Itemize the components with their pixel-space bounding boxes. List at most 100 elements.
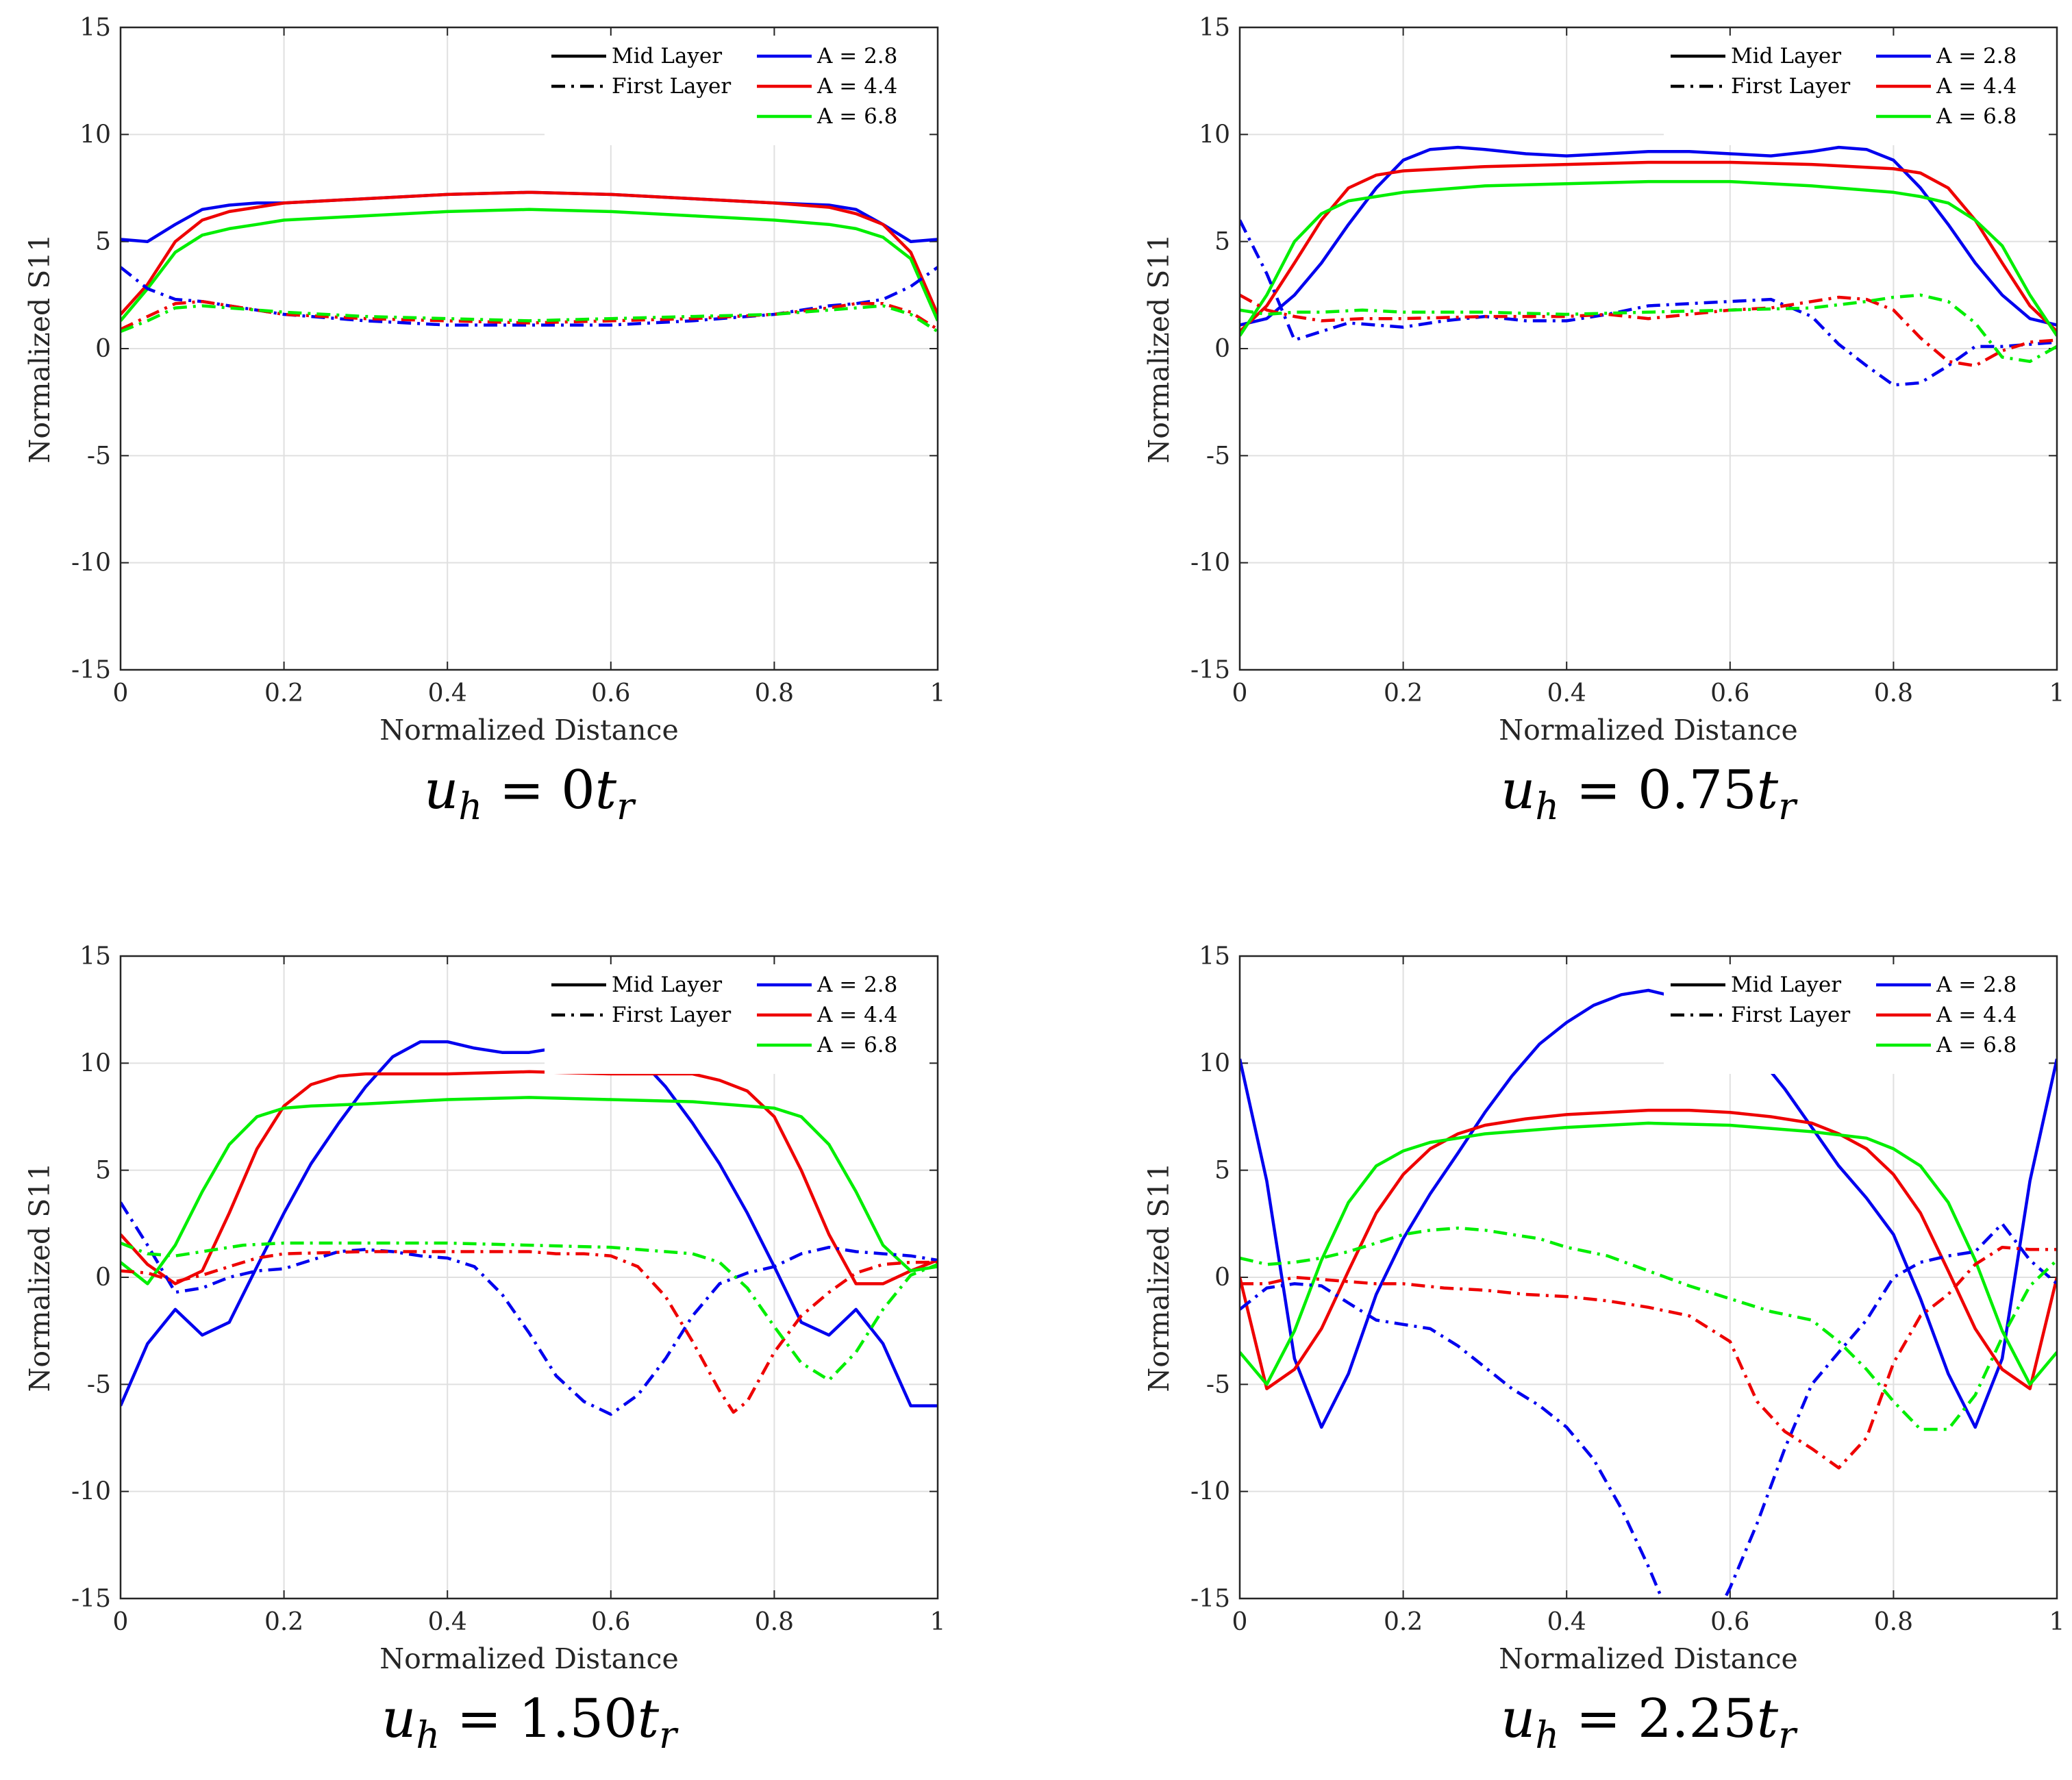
y-axis-label: Normalized S11 — [23, 234, 56, 463]
x-axis-label: Normalized Distance — [1499, 714, 1797, 747]
y-tick-label: 10 — [79, 1049, 111, 1077]
x-axis-label: Normalized Distance — [1499, 1642, 1797, 1675]
legend-label: First Layer — [1731, 74, 1850, 99]
y-tick-label: -10 — [1190, 1478, 1230, 1506]
legend-label: First Layer — [1731, 1003, 1850, 1027]
caption-eq: = 1.50 — [440, 1688, 638, 1750]
x-tick-label: 1 — [2049, 679, 2065, 707]
y-tick-label: -5 — [1206, 442, 1230, 470]
x-axis-label: Normalized Distance — [379, 1642, 678, 1675]
x-tick-label: 0 — [113, 1608, 129, 1636]
legend-label: A = 6.8 — [1936, 104, 2017, 129]
caption-t: t — [1757, 760, 1779, 821]
x-tick-label: 0.4 — [1547, 679, 1586, 707]
y-tick-label: 5 — [95, 1157, 111, 1185]
y-tick-label: 10 — [79, 121, 111, 149]
x-tick-label: 0.8 — [755, 1608, 794, 1636]
y-tick-label: 0 — [1214, 335, 1230, 363]
x-tick-label: 0 — [1232, 679, 1248, 707]
x-tick-label: 0.4 — [428, 1608, 467, 1636]
caption-sub: h — [1535, 1714, 1559, 1757]
x-tick-label: 0.2 — [264, 1608, 303, 1636]
caption-sub: h — [1535, 785, 1559, 828]
caption-t: t — [1757, 1688, 1779, 1750]
caption-sub: h — [416, 1714, 440, 1757]
y-tick-label: -10 — [71, 549, 111, 577]
x-tick-label: 0.2 — [264, 679, 303, 707]
y-tick-label: -15 — [1190, 1585, 1230, 1613]
caption-sub: h — [458, 785, 482, 828]
x-tick-label: 0.8 — [755, 679, 794, 707]
y-axis-label: Normalized S11 — [23, 1162, 56, 1392]
y-tick-label: 10 — [1199, 1049, 1230, 1077]
legend-label: A = 6.8 — [816, 1033, 897, 1057]
caption-var: u — [382, 1688, 416, 1750]
y-tick-label: -5 — [87, 442, 111, 470]
y-tick-label: -5 — [1206, 1370, 1230, 1399]
y-tick-label: 15 — [1199, 942, 1230, 970]
x-tick-label: 0.8 — [1874, 679, 1913, 707]
x-tick-label: 0.4 — [1547, 1608, 1586, 1636]
legend-label: A = 4.4 — [816, 1003, 897, 1027]
y-tick-label: 5 — [1214, 1157, 1230, 1185]
legend-label: A = 2.8 — [1936, 973, 2017, 997]
caption-tsub: r — [1778, 1714, 1798, 1757]
y-tick-label: -10 — [1190, 549, 1230, 577]
legend-label: First Layer — [612, 74, 731, 99]
legend: Mid Layer First Layer A = 2.8 A = 4.4 A = 6.… — [1664, 36, 2049, 145]
x-tick-label: 0.6 — [1710, 679, 1749, 707]
x-tick-label: 0 — [113, 679, 129, 707]
y-tick-label: 5 — [1214, 228, 1230, 256]
x-tick-label: 0.4 — [428, 679, 467, 707]
y-tick-label: 0 — [1214, 1264, 1230, 1292]
legend-label: A = 4.4 — [816, 74, 897, 99]
legend-label: Mid Layer — [612, 973, 722, 997]
caption-tsub: r — [659, 1714, 679, 1757]
y-tick-label: 10 — [1199, 121, 1230, 149]
legend-label: Mid Layer — [1731, 973, 1841, 997]
caption-var: u — [424, 760, 458, 821]
x-tick-label: 0.6 — [591, 1608, 630, 1636]
x-tick-label: 1 — [2049, 1608, 2065, 1636]
caption-eq: = 0.75 — [1559, 760, 1757, 821]
y-tick-label: -15 — [71, 1585, 111, 1613]
x-axis-label: Normalized Distance — [379, 714, 678, 747]
legend-label: First Layer — [612, 1003, 731, 1027]
y-tick-label: -15 — [71, 656, 111, 684]
panel-caption: uh = 0tr — [424, 760, 636, 828]
legend: Mid Layer First Layer A = 2.8 A = 4.4 A = 6.… — [1664, 964, 2049, 1074]
x-tick-label: 1 — [930, 679, 946, 707]
caption-t: t — [638, 1688, 660, 1750]
x-tick-label: 0.2 — [1384, 1608, 1423, 1636]
caption-var: u — [1501, 1688, 1535, 1750]
legend-label: Mid Layer — [1731, 44, 1841, 68]
y-tick-label: 15 — [79, 942, 111, 970]
x-tick-label: 0.6 — [591, 679, 630, 707]
legend-label: Mid Layer — [612, 44, 722, 68]
legend-label: A = 2.8 — [816, 44, 897, 68]
legend: Mid Layer First Layer A = 2.8 A = 4.4 A = 6.… — [545, 36, 929, 145]
y-tick-label: 0 — [95, 335, 111, 363]
legend-label: A = 6.8 — [1936, 1033, 2017, 1057]
caption-t: t — [595, 760, 617, 821]
legend-label: A = 4.4 — [1936, 74, 2017, 99]
y-axis-label: Normalized S11 — [1143, 234, 1175, 463]
y-tick-label: -10 — [71, 1478, 111, 1506]
y-tick-label: -15 — [1190, 656, 1230, 684]
y-tick-label: 0 — [95, 1264, 111, 1292]
y-tick-label: 5 — [95, 228, 111, 256]
y-tick-label: 15 — [79, 14, 111, 42]
x-tick-label: 0.8 — [1874, 1608, 1913, 1636]
y-axis-label: Normalized S11 — [1143, 1162, 1175, 1392]
legend-label: A = 4.4 — [1936, 1003, 2017, 1027]
legend-label: A = 6.8 — [816, 104, 897, 129]
x-tick-label: 0.2 — [1384, 679, 1423, 707]
y-tick-label: 15 — [1199, 14, 1230, 42]
caption-eq: = 0 — [482, 760, 595, 821]
caption-tsub: r — [616, 785, 636, 828]
legend: Mid Layer First Layer A = 2.8 A = 4.4 A = 6.… — [545, 964, 929, 1074]
figure: 0 0.2 0.4 0.6 0.8 1-15-10-5051015Normalized D… — [0, 0, 2072, 1780]
legend-label: A = 2.8 — [816, 973, 897, 997]
caption-tsub: r — [1778, 785, 1798, 828]
x-tick-label: 0 — [1232, 1608, 1248, 1636]
